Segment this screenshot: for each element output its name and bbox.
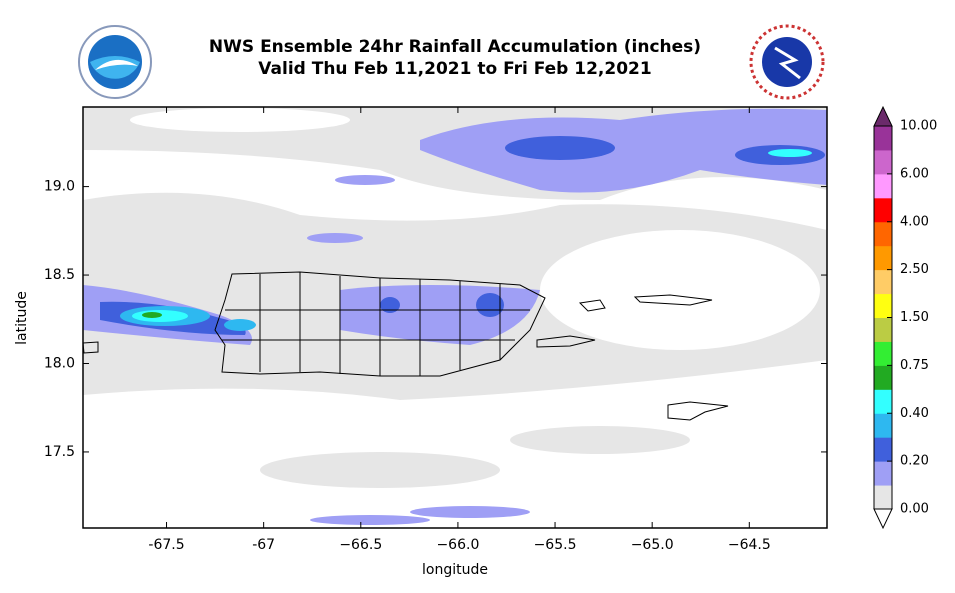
colorbar-segment xyxy=(874,173,892,199)
y-tick-label: 18.5 xyxy=(44,267,75,283)
colorbar-segment xyxy=(874,437,892,462)
x-tick-label: −65.0 xyxy=(631,537,674,553)
nws-logo xyxy=(749,24,825,100)
colorbar-segment xyxy=(874,485,892,510)
colorbar-label: 10.00 xyxy=(900,119,937,134)
y-axis-label: latitude xyxy=(14,291,30,345)
colorbar-segment xyxy=(874,293,892,318)
x-axis-label: longitude xyxy=(422,562,488,578)
colorbar-segment xyxy=(874,365,892,390)
colorbar-label: 4.00 xyxy=(900,214,929,229)
x-tick-label: −65.5 xyxy=(534,537,577,553)
colorbar-segment xyxy=(874,461,892,486)
colorbar-segment xyxy=(874,341,892,366)
colorbar-label: 0.40 xyxy=(900,406,929,421)
colorbar-label: 0.00 xyxy=(900,502,929,517)
colorbar-over xyxy=(873,105,893,127)
colorbar-segment xyxy=(874,269,892,295)
y-tick-label: 19.0 xyxy=(44,179,75,195)
title: NWS Ensemble 24hr Rainfall Accumulation … xyxy=(209,37,701,57)
colorbar-label: 1.50 xyxy=(900,310,929,325)
colorbar-segment xyxy=(874,389,892,414)
colorbar-segment xyxy=(874,197,892,223)
colorbar-under xyxy=(873,508,893,530)
subtitle: Valid Thu Feb 11,2021 to Fri Feb 12,2021 xyxy=(258,59,651,79)
colorbar-label: 0.20 xyxy=(900,454,929,469)
x-tick-label: −66.0 xyxy=(436,537,479,553)
colorbar-label: 0.75 xyxy=(900,358,929,373)
map-area xyxy=(82,106,828,529)
colorbar-segment xyxy=(874,149,892,175)
y-tick-label: 18.0 xyxy=(44,355,75,371)
colorbar-label: 2.50 xyxy=(900,262,929,277)
x-tick-label: −64.5 xyxy=(728,537,771,553)
colorbar-segment xyxy=(874,413,892,438)
colorbar-label: 6.00 xyxy=(900,166,929,181)
x-tick-label: -67 xyxy=(252,537,275,553)
colorbar-segment xyxy=(874,245,892,271)
x-tick-label: -67.5 xyxy=(148,537,184,553)
colorbar-segment xyxy=(874,126,892,151)
colorbar-segment xyxy=(874,317,892,342)
x-tick-label: −66.5 xyxy=(339,537,382,553)
colorbar-segment xyxy=(874,221,892,247)
y-tick-label: 17.5 xyxy=(44,444,75,460)
noaa-logo xyxy=(78,25,152,99)
